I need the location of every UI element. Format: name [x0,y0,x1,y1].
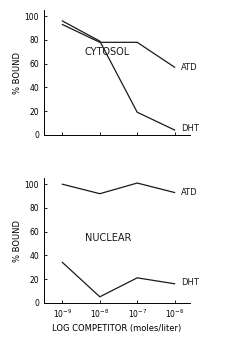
X-axis label: LOG COMPETITOR (moles/liter): LOG COMPETITOR (moles/liter) [52,324,181,333]
Text: CYTOSOL: CYTOSOL [85,47,130,57]
Text: DHT: DHT [181,124,199,133]
Text: DHT: DHT [181,278,199,287]
Text: NUCLEAR: NUCLEAR [85,233,131,243]
Text: ATD: ATD [181,188,198,197]
Y-axis label: % BOUND: % BOUND [13,219,22,261]
Text: ATD: ATD [181,63,198,72]
Y-axis label: % BOUND: % BOUND [13,52,22,94]
